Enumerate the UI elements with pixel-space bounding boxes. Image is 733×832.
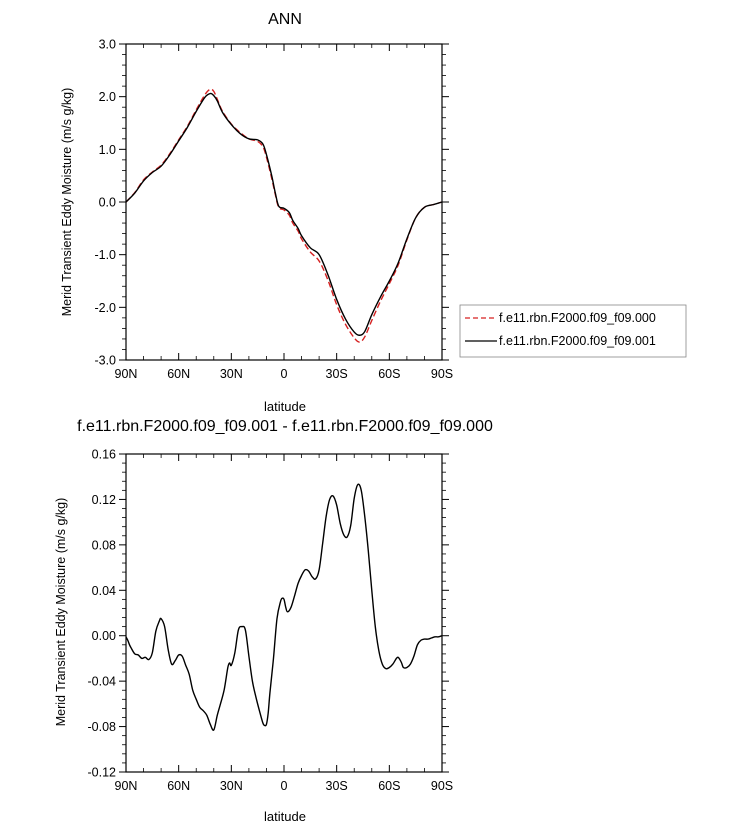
legend-box <box>459 304 687 358</box>
top-plot-frame <box>125 43 443 361</box>
bottom-y-tick-label: 0.12 <box>92 493 116 507</box>
legend-entry-000: f.e11.rbn.F2000.f09_f09.000 <box>499 311 656 325</box>
top-chart-title: ANN <box>268 11 302 28</box>
top-y-tick-label: 1.0 <box>99 143 116 157</box>
bottom-x-tick-label: 30N <box>220 779 243 793</box>
bottom-x-tick-label: 60N <box>167 779 190 793</box>
top-x-tick-label: 60N <box>167 367 190 381</box>
bottom-x-tick-label: 0 <box>281 779 288 793</box>
bottom-x-tick-label: 90N <box>115 779 138 793</box>
bottom-chart-title: f.e11.rbn.F2000.f09_f09.001 - f.e11.rbn.… <box>77 418 493 435</box>
top-x-tick-label: 30S <box>326 367 348 381</box>
legend: f.e11.rbn.F2000.f09_f09.000 f.e11.rbn.F2… <box>459 304 687 358</box>
bottom-y-tick-label: -0.08 <box>88 720 117 734</box>
bottom-y-tick-label: 0.00 <box>92 629 116 643</box>
bottom-y-tick-label: -0.04 <box>88 675 117 689</box>
top-y-tick-label: 3.0 <box>99 38 116 52</box>
top-x-tick-label: 60S <box>378 367 400 381</box>
top-x-tick-label: 90N <box>115 367 138 381</box>
bottom-y-tick-label: 0.04 <box>92 584 116 598</box>
top-y-tick-label: 0.0 <box>99 196 116 210</box>
bottom-x-tick-label: 30S <box>326 779 348 793</box>
bottom-y-tick-label: -0.12 <box>88 766 117 780</box>
bottom-plot-frame <box>125 453 443 773</box>
top-series-line-1 <box>125 92 443 336</box>
bottom-y-tick-label: 0.16 <box>92 448 116 462</box>
top-x-axis-label: latitude <box>264 399 306 414</box>
top-x-tick-label: 90S <box>431 367 453 381</box>
legend-entry-001: f.e11.rbn.F2000.f09_f09.001 <box>499 334 656 348</box>
top-series-line-0 <box>125 88 443 343</box>
top-y-tick-label: -2.0 <box>94 301 116 315</box>
top-x-tick-label: 0 <box>281 367 288 381</box>
top-x-tick-label: 30N <box>220 367 243 381</box>
top-y-tick-label: -3.0 <box>94 354 116 368</box>
top-y-tick-label: 2.0 <box>99 90 116 104</box>
top-panel: ANN Merid Transient Eddy Moisture (m/s g… <box>60 11 687 414</box>
bottom-y-tick-label: 0.08 <box>92 538 116 552</box>
bottom-series-line-0 <box>125 483 443 731</box>
top-y-axis-label: Merid Transient Eddy Moisture (m/s g/kg) <box>60 88 74 317</box>
bottom-x-tick-label: 60S <box>378 779 400 793</box>
bottom-x-axis-label: latitude <box>264 809 306 824</box>
bottom-x-tick-label: 90S <box>431 779 453 793</box>
top-y-tick-label: -1.0 <box>94 248 116 262</box>
bottom-panel: f.e11.rbn.F2000.f09_f09.001 - f.e11.rbn.… <box>54 418 493 824</box>
bottom-y-axis-label: Merid Transient Eddy Moisture (m/s g/kg) <box>54 498 68 727</box>
